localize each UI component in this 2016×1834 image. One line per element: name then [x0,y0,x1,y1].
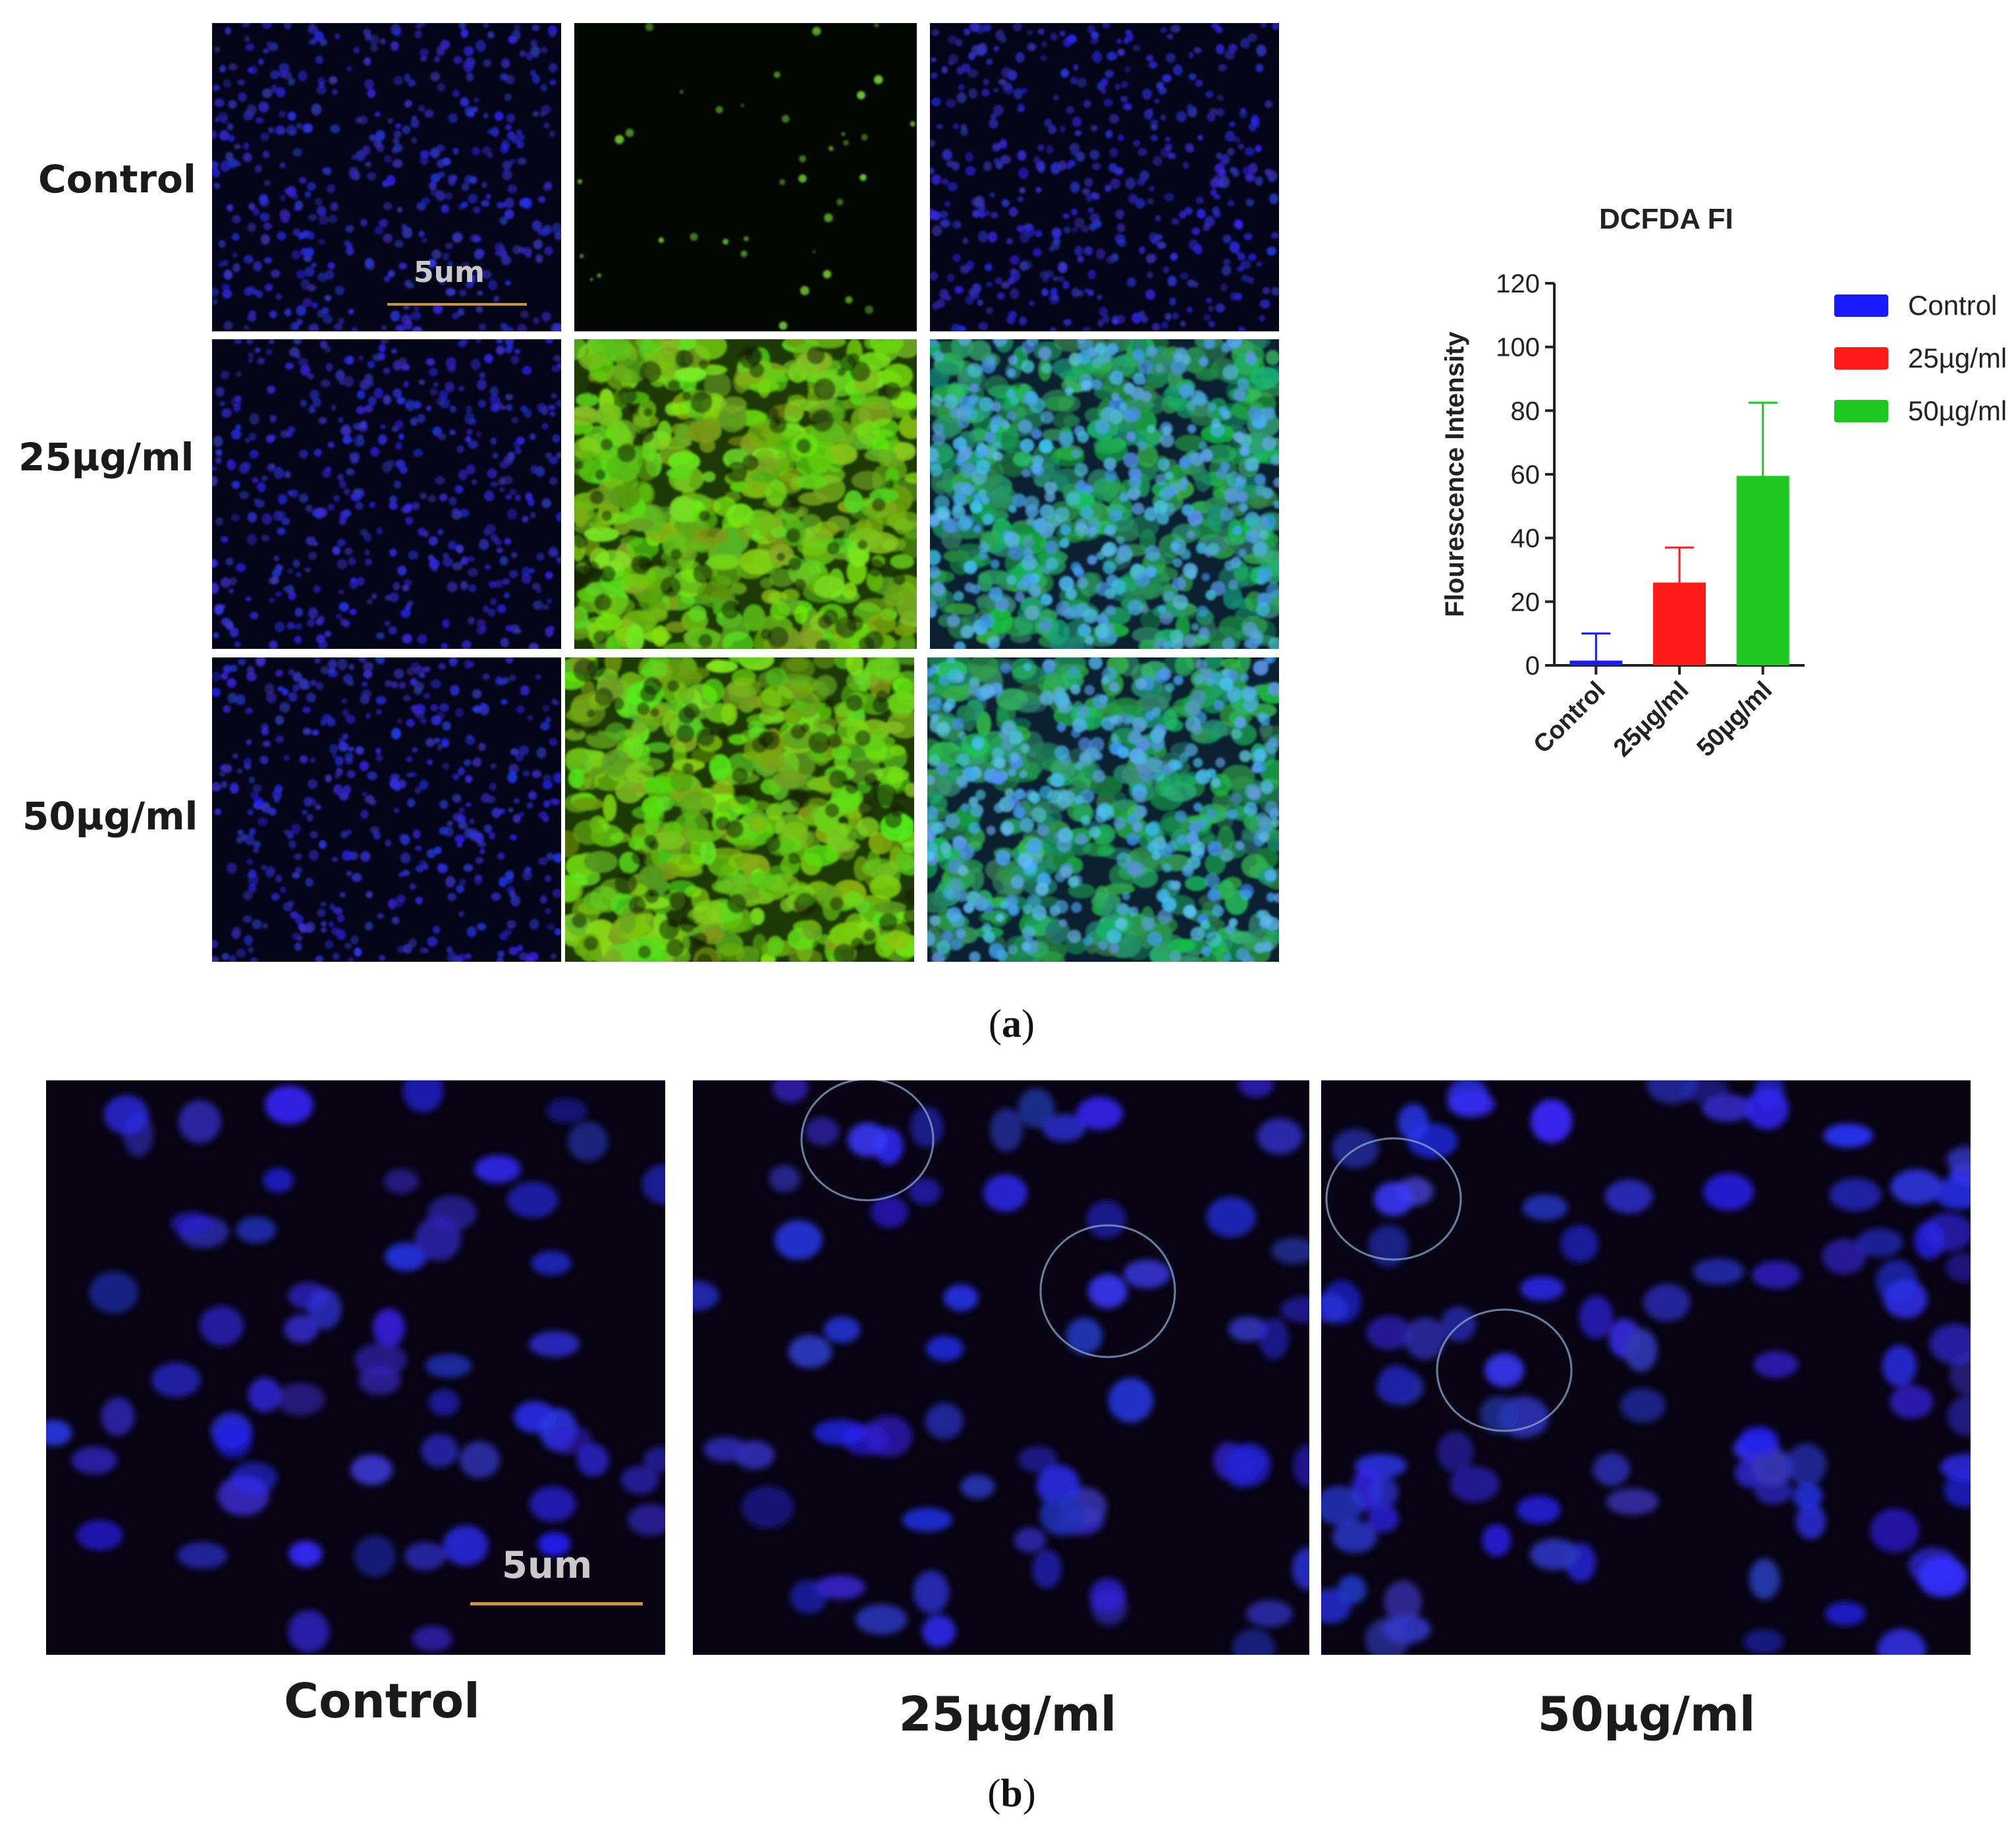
row-label-25: 25µg/ml [18,435,194,480]
y-tick-label: 0 [1525,652,1540,681]
micrograph-control-dcfda [574,23,917,331]
legend-item-50: 50µg/ml [1834,395,2007,427]
micrograph-50-merge [927,657,1279,962]
apoptosis-marker-circle [1436,1308,1573,1432]
y-tick-label: 120 [1496,269,1540,298]
apoptosis-marker-circle [1325,1137,1462,1261]
row-label-control: Control [38,157,196,202]
legend-label-50: 50µg/ml [1908,395,2007,426]
y-tick-label: 20 [1511,588,1540,617]
apoptosis-marker-circle [800,1080,935,1202]
micrograph-50-dcfda [565,657,914,962]
caption-b: (b) [987,1771,1036,1815]
label-b-control: Control [284,1673,480,1729]
micrograph-b-50 [1321,1080,1971,1655]
y-axis-label: Flourescence Intensity [1440,331,1469,617]
chart-title: DCFDA FI [1599,203,1733,235]
x-tick-label-2: 50µg/ml [1692,677,1778,762]
caption-a: (a) [989,1002,1035,1045]
legend-label-25: 25µg/ml [1908,343,2007,374]
micrograph-b-control [46,1080,665,1655]
scale-bar-label-a: 5um [414,256,485,289]
micrograph-25-merge [930,339,1279,649]
micrograph-25-dcfda [574,339,917,649]
apoptosis-marker-circle [1039,1224,1176,1358]
scale-bar-label-b: 5um [502,1544,593,1587]
bar-0 [1569,660,1623,665]
label-b-25: 25µg/ml [898,1686,1117,1742]
micrograph-control-merge [930,23,1279,331]
label-b-50: 50µg/ml [1537,1686,1756,1742]
micrograph-b-25 [693,1080,1309,1655]
bar-1 [1653,582,1706,665]
x-tick-label-1: 25µg/ml [1608,677,1694,762]
micrograph-25-dapi [212,339,561,649]
x-tick-label-0: Control [1528,677,1610,759]
micrograph-50-dapi [212,657,561,962]
bar-2 [1736,476,1789,665]
scale-bar-b [470,1602,643,1605]
legend-label-control: Control [1908,290,1998,321]
y-tick-label: 100 [1496,333,1540,362]
y-tick-label: 80 [1511,397,1540,426]
y-tick-label: 40 [1511,524,1540,553]
y-tick-label: 60 [1511,460,1540,489]
chart-plot: 0 20 40 60 80 100 120 Flourescence Intensity Con… [1440,269,1805,762]
row-label-50: 50µg/ml [22,794,198,839]
legend-swatch-50 [1834,400,1888,422]
legend-item-control: Control [1834,290,1997,321]
legend-item-25: 25µg/ml [1834,343,2007,374]
legend-swatch-control [1834,294,1888,317]
legend-swatch-25 [1834,347,1888,370]
scale-bar-a [387,303,527,306]
micrograph-control-dapi [212,23,561,331]
